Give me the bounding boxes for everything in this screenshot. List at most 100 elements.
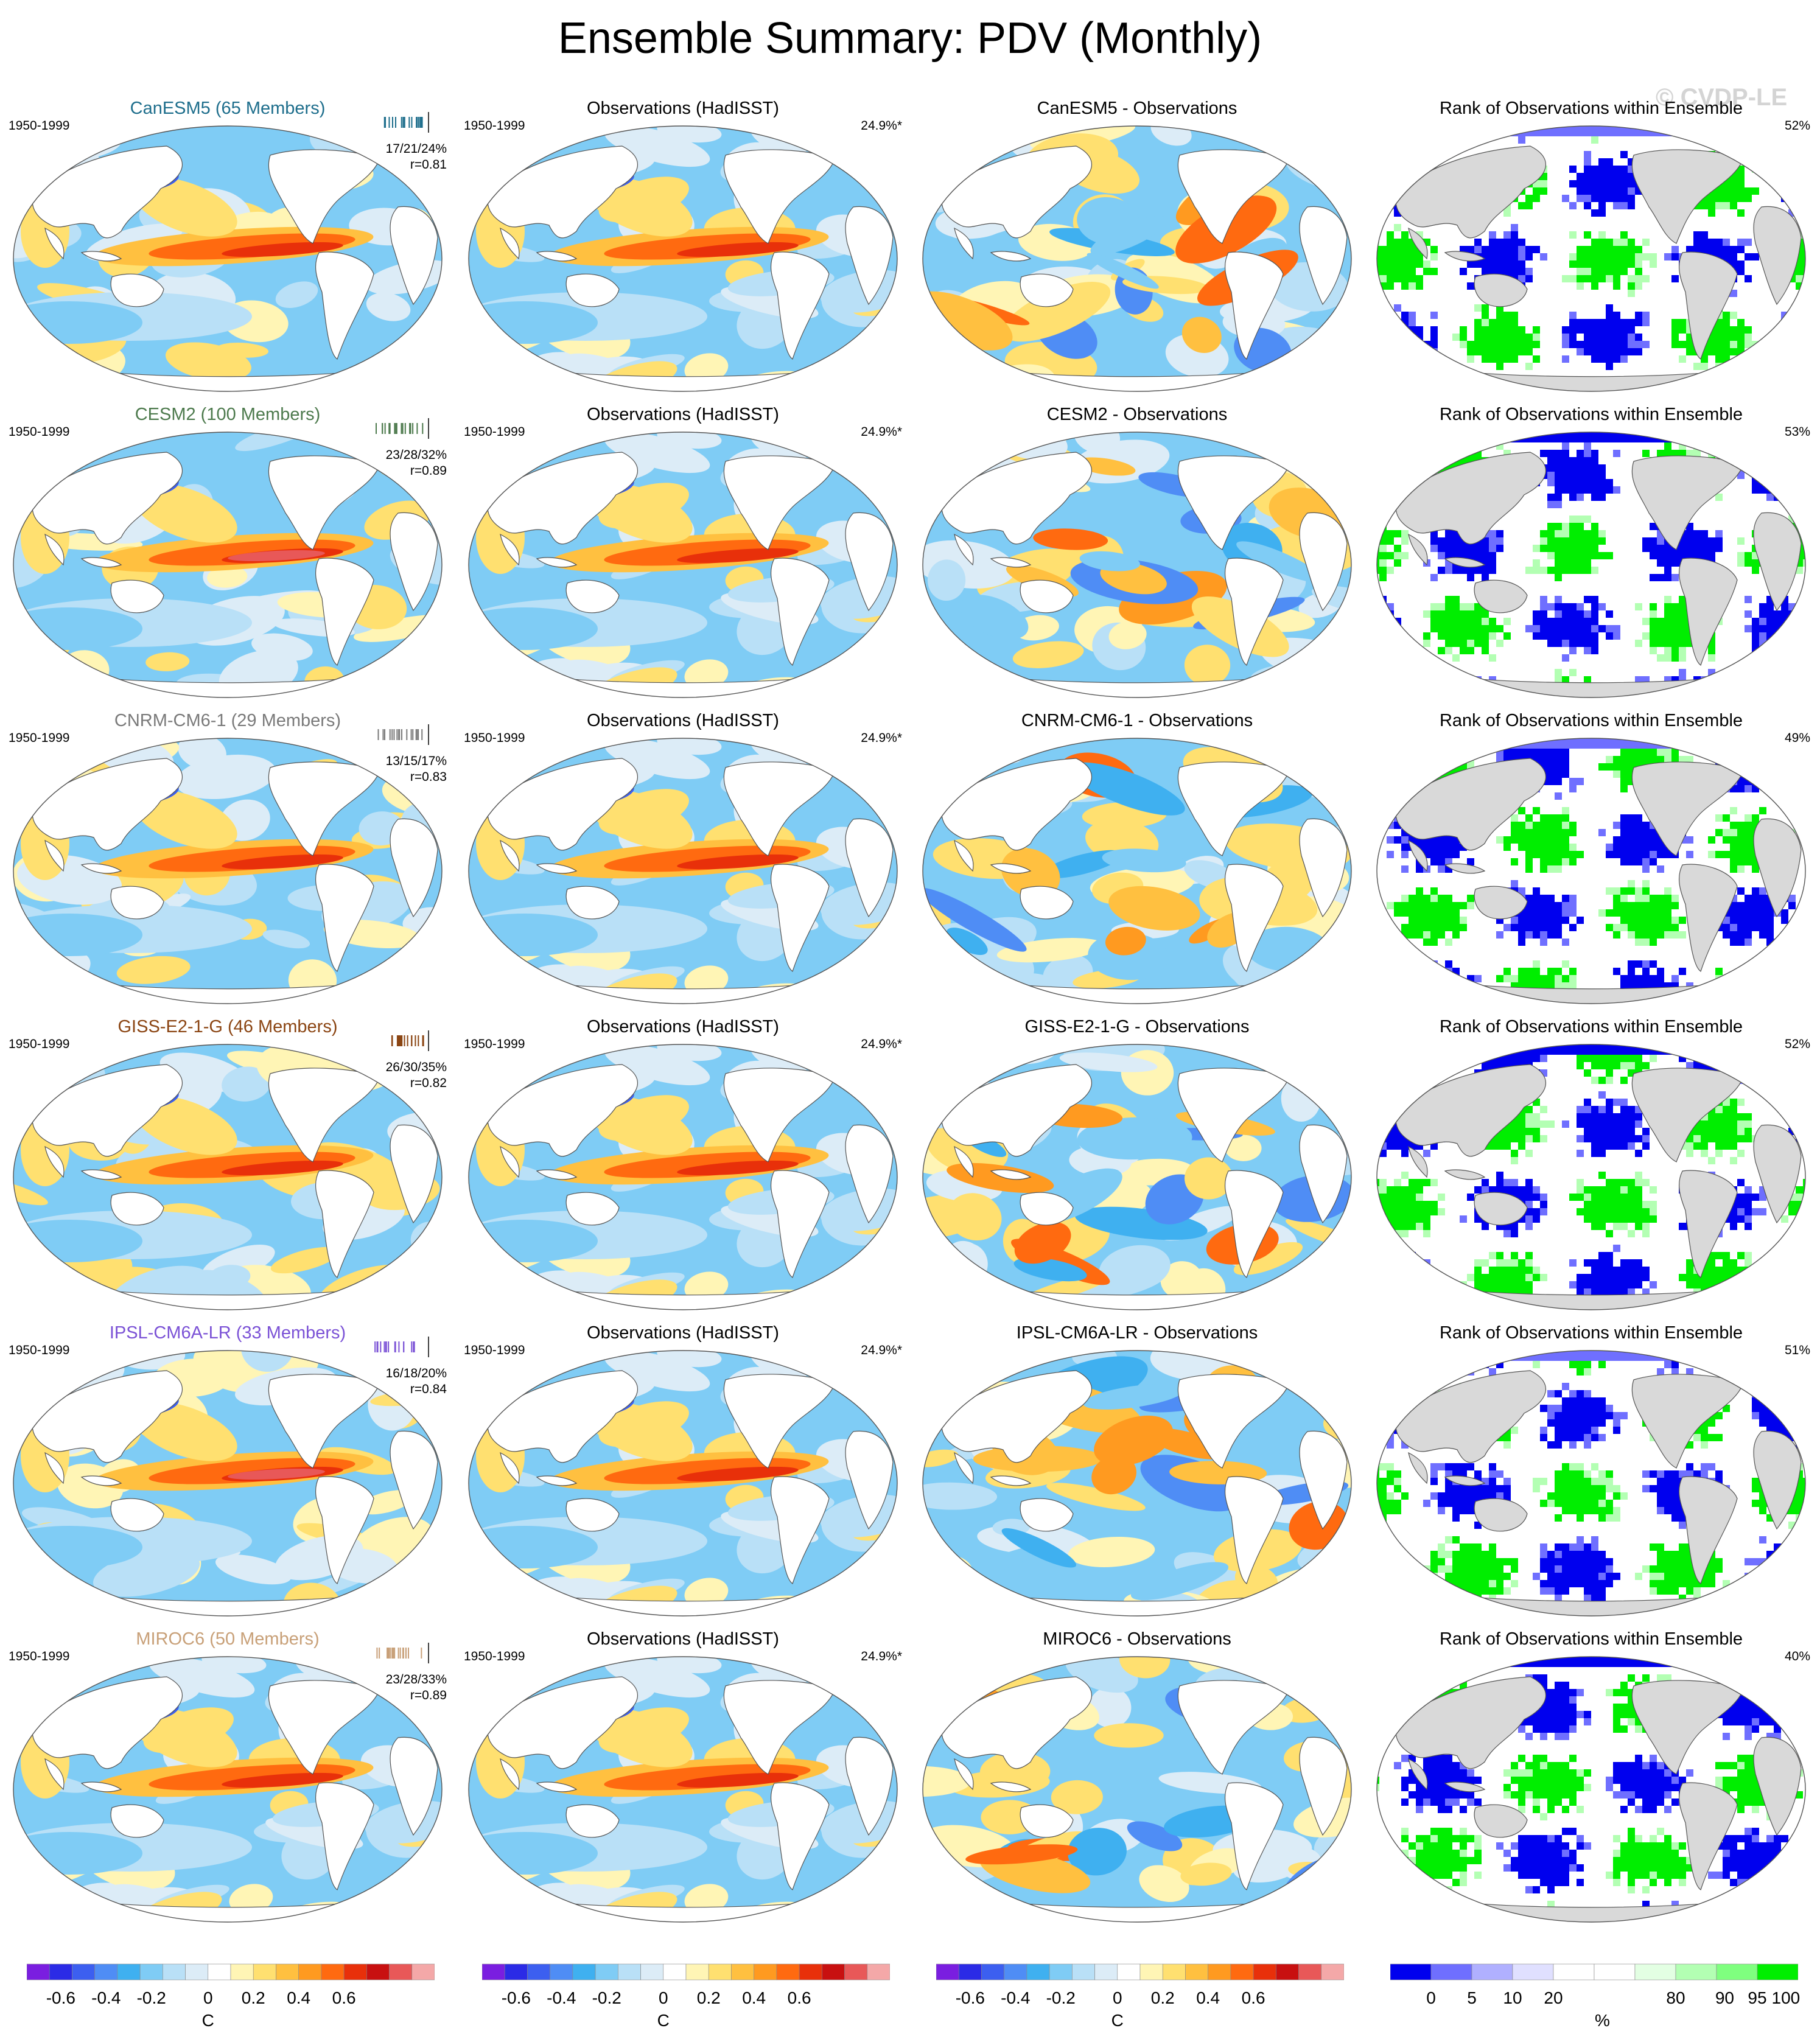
obs-map [464, 1346, 902, 1620]
difference-panel: CESM2 - Observations [918, 404, 1356, 702]
colorbar-unit: % [1595, 2010, 1610, 2031]
rank-title: Rank of Observations within Ensemble [1372, 1322, 1810, 1344]
difference-title: CESM2 - Observations [918, 404, 1356, 425]
colorbar-swatches [936, 1963, 1344, 1981]
obs-map [464, 122, 902, 396]
pattern-map [9, 428, 447, 702]
rank-map [1372, 122, 1810, 396]
rank-title: Rank of Observations within Ensemble [1372, 1016, 1810, 1038]
colorbar-tick-label: 0 [659, 1988, 668, 2008]
colorbar-tick-label: 0 [1426, 1988, 1436, 2008]
observations-title: Observations (HadISST) [464, 1322, 902, 1344]
pattern-map [9, 1040, 447, 1314]
pattern-map [9, 1652, 447, 1926]
rank-map [1372, 1040, 1810, 1314]
observations-title: Observations (HadISST) [464, 404, 902, 425]
difference-panel: MIROC6 - Observations [918, 1628, 1356, 1926]
colorbar-tick-label: 0 [1113, 1988, 1122, 2008]
rank-map [1372, 734, 1810, 1008]
difference-title: CanESM5 - Observations [918, 97, 1356, 119]
diff-map [918, 122, 1356, 396]
colorbar-tick-label: -0.4 [91, 1988, 121, 2008]
pattern-map [9, 734, 447, 1008]
observations-title: Observations (HadISST) [464, 1016, 902, 1038]
colorbar-tick-label: 0.2 [697, 1988, 721, 2008]
rank-title: Rank of Observations within Ensemble [1372, 404, 1810, 425]
observations-title: Observations (HadISST) [464, 97, 902, 119]
colorbar-tick-label: -0.6 [502, 1988, 531, 2008]
rank-title: Rank of Observations within Ensemble [1372, 710, 1810, 732]
colorbar-tick-label: 80 [1666, 1988, 1685, 2008]
colorbar-swatches [482, 1963, 890, 1981]
pattern-map [9, 1346, 447, 1620]
rank-map [1372, 1652, 1810, 1926]
colorbar-tick-label: 0.4 [742, 1988, 766, 2008]
pattern-map [9, 122, 447, 396]
difference-title: GISS-E2-1-G - Observations [918, 1016, 1356, 1038]
rank-map [1372, 1346, 1810, 1620]
difference-panel: CanESM5 - Observations [918, 97, 1356, 396]
obs-map [464, 734, 902, 1008]
rank-title: Rank of Observations within Ensemble [1372, 1628, 1810, 1650]
colorbar-tick-label: -0.2 [1046, 1988, 1076, 2008]
colorbar-swatches [1390, 1963, 1798, 1981]
difference-title: IPSL-CM6A-LR - Observations [918, 1322, 1356, 1344]
difference-title: MIROC6 - Observations [918, 1628, 1356, 1650]
colorbar-tick-label: -0.6 [46, 1988, 75, 2008]
difference-title: CNRM-CM6-1 - Observations [918, 710, 1356, 732]
colorbar-tick-label: 90 [1715, 1988, 1734, 2008]
obs-map [464, 428, 902, 702]
diff-map [918, 428, 1356, 702]
colorbar-tick-label: 100 [1772, 1988, 1801, 2008]
colorbar-tick-label: 10 [1503, 1988, 1522, 2008]
difference-panel: IPSL-CM6A-LR - Observations [918, 1322, 1356, 1620]
colorbar-tick-label: 0.6 [332, 1988, 356, 2008]
colorbar-tick-label: 0.2 [242, 1988, 265, 2008]
colorbar-tick-label: 0.6 [788, 1988, 811, 2008]
diff-map [918, 1652, 1356, 1926]
diff-map [918, 1346, 1356, 1620]
colorbar-unit: C [202, 2010, 214, 2031]
observations-title: Observations (HadISST) [464, 1628, 902, 1650]
colorbar-tick-label: 0.4 [1196, 1988, 1220, 2008]
colorbar-tick-label: -0.4 [1001, 1988, 1030, 2008]
figure-title: Ensemble Summary: PDV (Monthly) [0, 11, 1820, 66]
colorbar-unit: C [657, 2010, 670, 2031]
observations-title: Observations (HadISST) [464, 710, 902, 732]
colorbar-tick-label: -0.2 [137, 1988, 166, 2008]
diff-map [918, 1040, 1356, 1314]
obs-map [464, 1652, 902, 1926]
colorbar-tick-label: 95 [1748, 1988, 1766, 2008]
rank-title: Rank of Observations within Ensemble [1372, 97, 1810, 119]
difference-panel: CNRM-CM6-1 - Observations [918, 710, 1356, 1008]
rank-map [1372, 428, 1810, 702]
difference-panel: GISS-E2-1-G - Observations [918, 1016, 1356, 1314]
colorbar-tick-label: -0.2 [592, 1988, 621, 2008]
colorbar-tick-label: 0.6 [1242, 1988, 1265, 2008]
colorbar-tick-label: 5 [1467, 1988, 1477, 2008]
colorbar-tick-label: 0 [203, 1988, 213, 2008]
colorbar-tick-label: 0.2 [1151, 1988, 1175, 2008]
obs-map [464, 1040, 902, 1314]
diff-map [918, 734, 1356, 1008]
